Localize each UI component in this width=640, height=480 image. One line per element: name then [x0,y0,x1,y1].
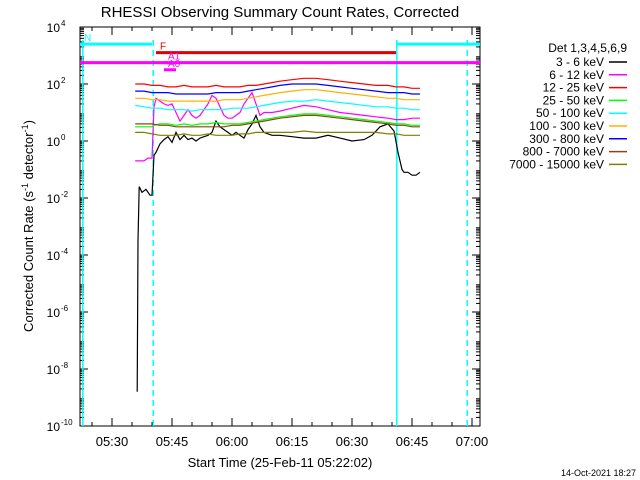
legend-label: 3 - 6 keV [556,55,604,69]
flag-label: F [160,42,166,53]
y-axis-label-sup2: -1 [20,124,30,132]
x-tick-label: 06:00 [216,434,249,449]
legend-label: 6 - 12 keV [549,68,604,82]
y-tick-label-exp: -2 [61,190,69,199]
y-tick-label: 10 [47,306,61,320]
legend-label: 100 - 300 keV [529,119,604,133]
y-tick-label-exp: -10 [61,418,73,427]
series-line [135,83,420,95]
time-markers [82,40,468,426]
date-stamp: 14-Oct-2021 18:27 [561,468,636,478]
x-tick-label: 05:30 [96,434,129,449]
series-lines [135,77,421,392]
legend-label: 50 - 100 keV [536,106,604,120]
x-axis: 05:30 05:45 06:00 06:15 06:30 06:45 07:00 [91,27,489,449]
y-tick-label: 10 [47,78,61,92]
series-line [135,91,420,162]
y-tick-label-exp: -6 [61,304,69,313]
legend-title: Det 1,3,4,5,6,9 [548,41,627,55]
x-tick-label: 05:45 [156,434,189,449]
y-tick-label-exp: -4 [61,247,69,256]
y-tick-label: 10 [47,135,61,149]
series-line [136,113,421,392]
series-line [135,99,420,112]
x-axis-label: Start Time (25-Feb-11 05:22:02) [188,455,373,470]
x-tick-label: 07:00 [456,434,489,449]
y-tick-label: 10 [47,192,61,206]
y-axis-label-sup1: -1 [20,183,30,191]
y-tick-label: 10 [47,363,61,377]
y-tick-label: 10 [47,249,61,263]
y-axis-label-close: ) [21,120,36,124]
chart-title: RHESSI Observing Summary Count Rates, Co… [101,4,459,21]
flag-label: N [84,33,91,44]
series-line [135,89,420,102]
legend-label: 300 - 800 keV [529,132,604,146]
legend-label: 25 - 50 keV [543,93,604,107]
y-tick-label-exp: -8 [61,361,69,370]
y-tick-label: 10 [47,420,61,434]
plot-area [79,26,481,427]
y-axis-label-tail: detector [21,132,36,183]
series-line [135,130,420,136]
series-line [135,114,420,128]
flag-label: A0 [168,59,181,70]
y-axis-label-main: Corrected Count Rate (s [21,191,36,332]
legend-label: 12 - 25 keV [543,81,604,95]
flag-label: A1 [168,52,181,63]
y-tick-label-exp: 2 [61,76,66,85]
y-tick-label: 10 [47,21,61,35]
y-axis-label: Corrected Count Rate (s-1 detector-1) [20,120,36,332]
x-tick-label: 06:30 [336,434,369,449]
x-tick-label: 06:45 [396,434,429,449]
series-line [135,77,420,89]
y-tick-label-exp: 0 [61,133,66,142]
x-tick-label: 06:15 [276,434,309,449]
series-line [135,113,420,128]
legend-label: 800 - 7000 keV [523,145,604,159]
legend-label: 7000 - 15000 keV [509,157,604,171]
y-tick-label-exp: 4 [61,19,66,28]
